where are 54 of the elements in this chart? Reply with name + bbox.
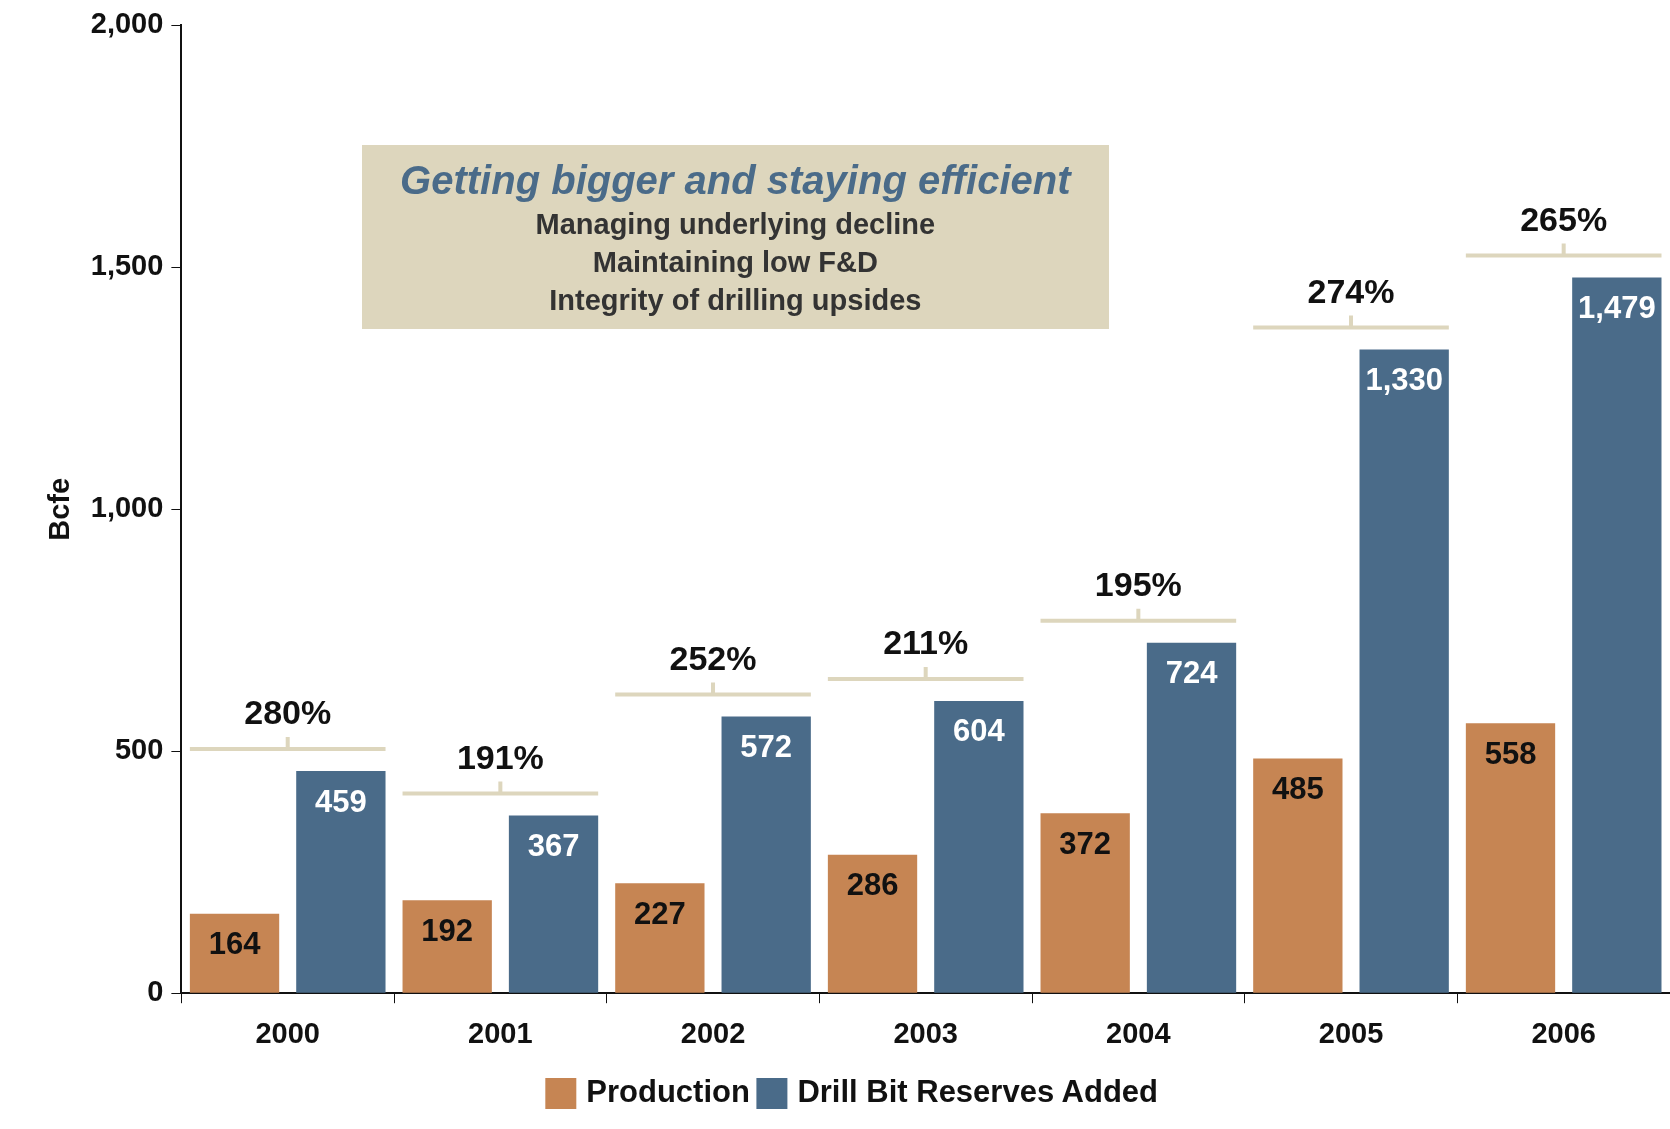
y-tick-label: 500: [114, 733, 164, 766]
annotation: 252%: [669, 638, 757, 677]
text: Getting bigger and staying efficient: [399, 157, 1073, 205]
annotation: 274%: [1307, 271, 1395, 310]
data-label: 724: [1165, 655, 1219, 691]
x-tick-label: 2000: [255, 1016, 320, 1049]
bar: [721, 716, 811, 993]
annotation: Maintaining low F&D: [591, 245, 879, 281]
legend-label: Drill Bit Reserves Added: [797, 1074, 1159, 1110]
data-label: 192: [421, 912, 474, 948]
x-tick-label: 2002: [680, 1016, 746, 1049]
data-label: 367: [527, 828, 580, 864]
bar: [1040, 813, 1130, 993]
data-label: 1,330: [1365, 362, 1443, 398]
data-label: 227: [633, 895, 686, 931]
bar: [615, 883, 705, 993]
y-tick-label: 1,000: [90, 491, 164, 524]
data-label: 572: [740, 728, 793, 764]
bar: [1572, 277, 1662, 993]
bar: [934, 700, 1024, 993]
y-tick-label: 2,000: [90, 7, 164, 40]
data-label: 459: [315, 783, 367, 819]
x-tick-label: 2004: [1106, 1016, 1171, 1049]
bar: [1146, 642, 1237, 993]
y-tick-label: 1,500: [90, 249, 164, 282]
y-axis-title: Bcfe: [43, 477, 76, 541]
bar: [827, 854, 918, 993]
x-tick-label: 2005: [1318, 1016, 1384, 1049]
data-label: 372: [1059, 825, 1112, 861]
x-tick-label: 2003: [893, 1016, 958, 1049]
data-label: 604: [952, 713, 1006, 749]
bar: [1253, 758, 1343, 993]
bar: [296, 771, 386, 993]
data-label: 485: [1271, 771, 1324, 807]
annotation: 191%: [456, 737, 544, 776]
annotation: 211%: [883, 623, 969, 662]
annotation: 195%: [1094, 565, 1182, 604]
annotation: Integrity of drilling upsides: [548, 283, 923, 319]
bar: [1359, 349, 1449, 993]
data-label: 558: [1484, 735, 1537, 771]
data-label: 164: [208, 926, 262, 962]
annotation: Managing underlying decline: [534, 207, 937, 243]
bar: [1465, 723, 1556, 993]
data-label: 286: [846, 867, 899, 903]
bar: [508, 815, 599, 993]
data-label: 1,479: [1578, 290, 1656, 326]
annotation: 265%: [1520, 199, 1608, 238]
x-tick-label: 2006: [1531, 1016, 1596, 1049]
annotation: 280%: [244, 693, 332, 732]
bar: [189, 913, 280, 993]
bar: [402, 900, 492, 993]
x-tick-label: 2001: [468, 1016, 533, 1049]
y-tick-label: 0: [147, 975, 164, 1008]
legend-label: Production: [586, 1074, 750, 1110]
